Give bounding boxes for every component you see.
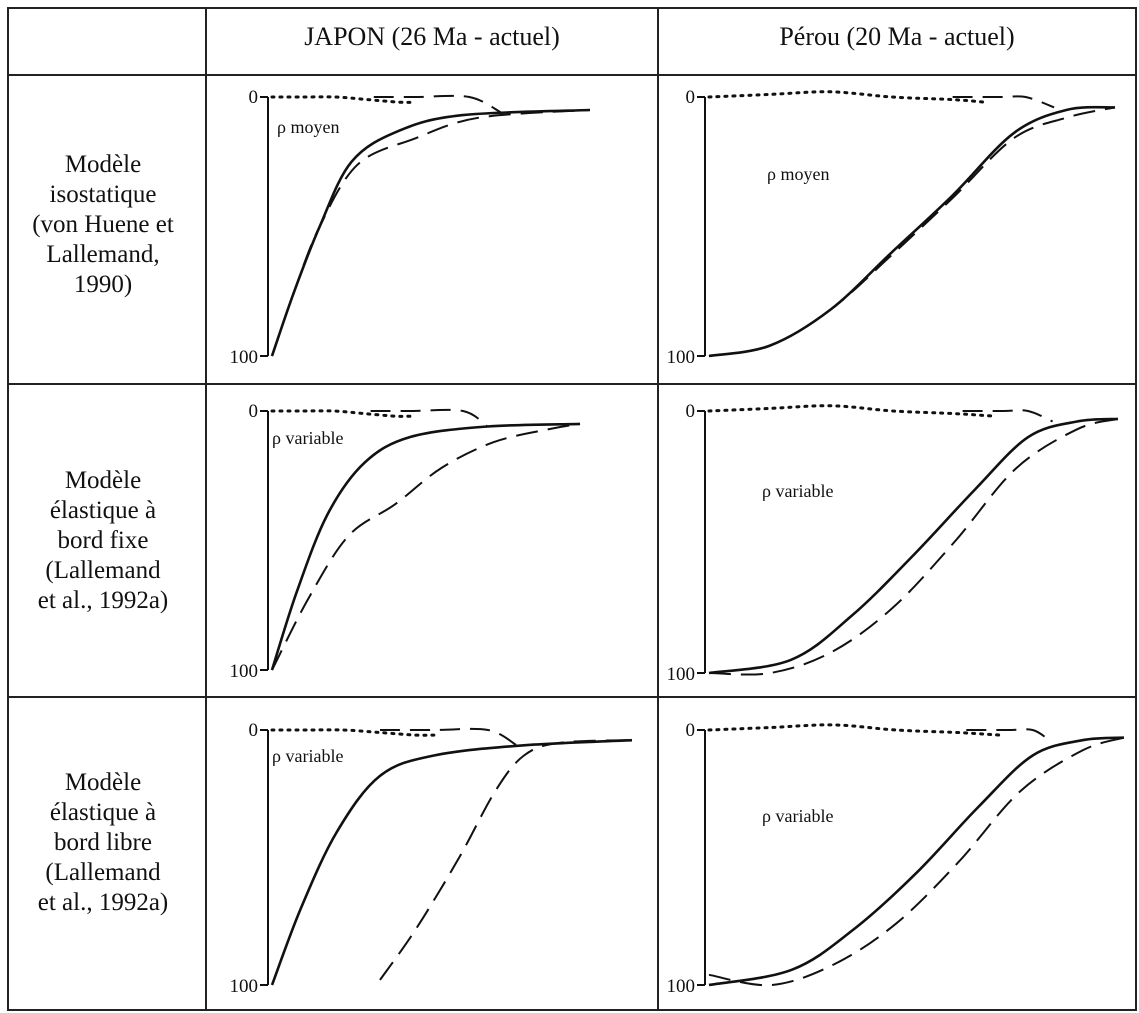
y-tick-label: 0 — [249, 401, 259, 422]
row-label-line: Lallemand, — [46, 241, 160, 268]
series-line-dashed-top — [962, 409, 1054, 423]
charts-layer: 0 100 ρ moyen 0 100 ρ moyen 0 100 ρ variable 0 100… — [230, 87, 1125, 997]
y-tick-label: 0 — [249, 720, 259, 741]
row-label-line: Modèle — [64, 151, 142, 178]
series-line-dashed — [708, 106, 1116, 357]
series-line-dotted — [270, 95, 417, 104]
row-label-line: bord fixe — [57, 527, 149, 554]
row-label-line: et al., 1992a) — [37, 587, 169, 614]
series-line-dashed-top — [966, 728, 1050, 742]
series-line-solid — [708, 105, 1116, 358]
row-label-line: Modèle — [64, 769, 142, 796]
row-label-line: (von Huene et — [32, 211, 174, 238]
density-annotation: ρ variable — [272, 428, 343, 448]
series-line-dotted — [707, 723, 1001, 737]
chart-panel: 0 100 ρ moyen — [230, 87, 591, 368]
y-tick-label: 100 — [230, 976, 259, 997]
density-annotation: ρ variable — [762, 481, 833, 501]
table-frame — [7, 7, 1137, 1011]
y-tick-label: 100 — [667, 976, 696, 997]
column-header-japon: JAPON (26 Ma - actuel) — [304, 22, 560, 51]
series-line-solid — [270, 422, 581, 671]
series-line-solid — [708, 736, 1125, 987]
column-header-perou: Pérou (20 Ma - actuel) — [779, 22, 1015, 51]
y-tick-label: 100 — [230, 347, 259, 368]
chart-panel: 0 100 ρ variable — [667, 720, 1125, 997]
row-label-line: élastique à — [49, 497, 157, 524]
series-line-dashed — [708, 417, 1119, 676]
series-line-solid — [708, 417, 1119, 675]
row-label-bord-libre: Modèle élastique à bord libre (Lallemand… — [0, 768, 206, 918]
chart-panel: 0 100 ρ variable — [667, 401, 1119, 685]
y-tick-label: 100 — [230, 661, 259, 682]
y-tick-label: 0 — [686, 720, 696, 741]
table-borders — [7, 7, 1137, 1011]
row-label-line: élastique à — [49, 799, 157, 826]
y-tick-label: 0 — [686, 401, 696, 422]
series-line-solid — [270, 738, 633, 986]
series-line-dashed — [379, 739, 633, 981]
y-tick-label: 0 — [249, 87, 259, 108]
density-annotation: ρ variable — [272, 746, 343, 766]
series-line-dashed — [271, 109, 591, 357]
row-label-bord-fixe: Modèle élastique à bord fixe (Lallemand … — [0, 466, 206, 616]
row-label-line: Modèle — [64, 467, 142, 494]
row-label-line: et al., 1992a) — [37, 889, 169, 916]
row-label-line: bord libre — [54, 829, 152, 856]
series-line-dashed-top — [952, 95, 1055, 109]
density-annotation: ρ variable — [762, 806, 833, 826]
series-line-dotted — [707, 90, 987, 104]
y-tick-label: 100 — [667, 664, 696, 685]
y-tick-label: 0 — [686, 87, 696, 108]
series-line-dotted — [707, 404, 997, 418]
row-label-line: isostatique — [49, 181, 157, 208]
row-label-line: (Lallemand — [45, 557, 161, 584]
series-line-dashed-top — [373, 94, 502, 114]
density-annotation: ρ moyen — [277, 117, 339, 137]
row-label-line: (Lallemand — [45, 859, 161, 886]
chart-panel: 0 100 ρ variable — [230, 720, 633, 997]
row-label-isostatique: Modèle isostatique (von Huene et Lallema… — [0, 150, 206, 300]
series-line-dashed — [708, 736, 1125, 987]
series-line-dashed — [271, 422, 581, 671]
chart-panel: 0 100 ρ moyen — [667, 87, 1116, 368]
series-line-dashed-top — [370, 408, 489, 428]
series-line-solid — [270, 108, 591, 357]
series-line-dotted — [270, 728, 436, 737]
row-label-line: 1990) — [73, 271, 133, 298]
y-tick-label: 100 — [667, 347, 696, 368]
series-line-dashed-top — [380, 727, 518, 747]
density-annotation: ρ moyen — [767, 164, 829, 184]
chart-panel: 0 100 ρ variable — [230, 401, 581, 682]
